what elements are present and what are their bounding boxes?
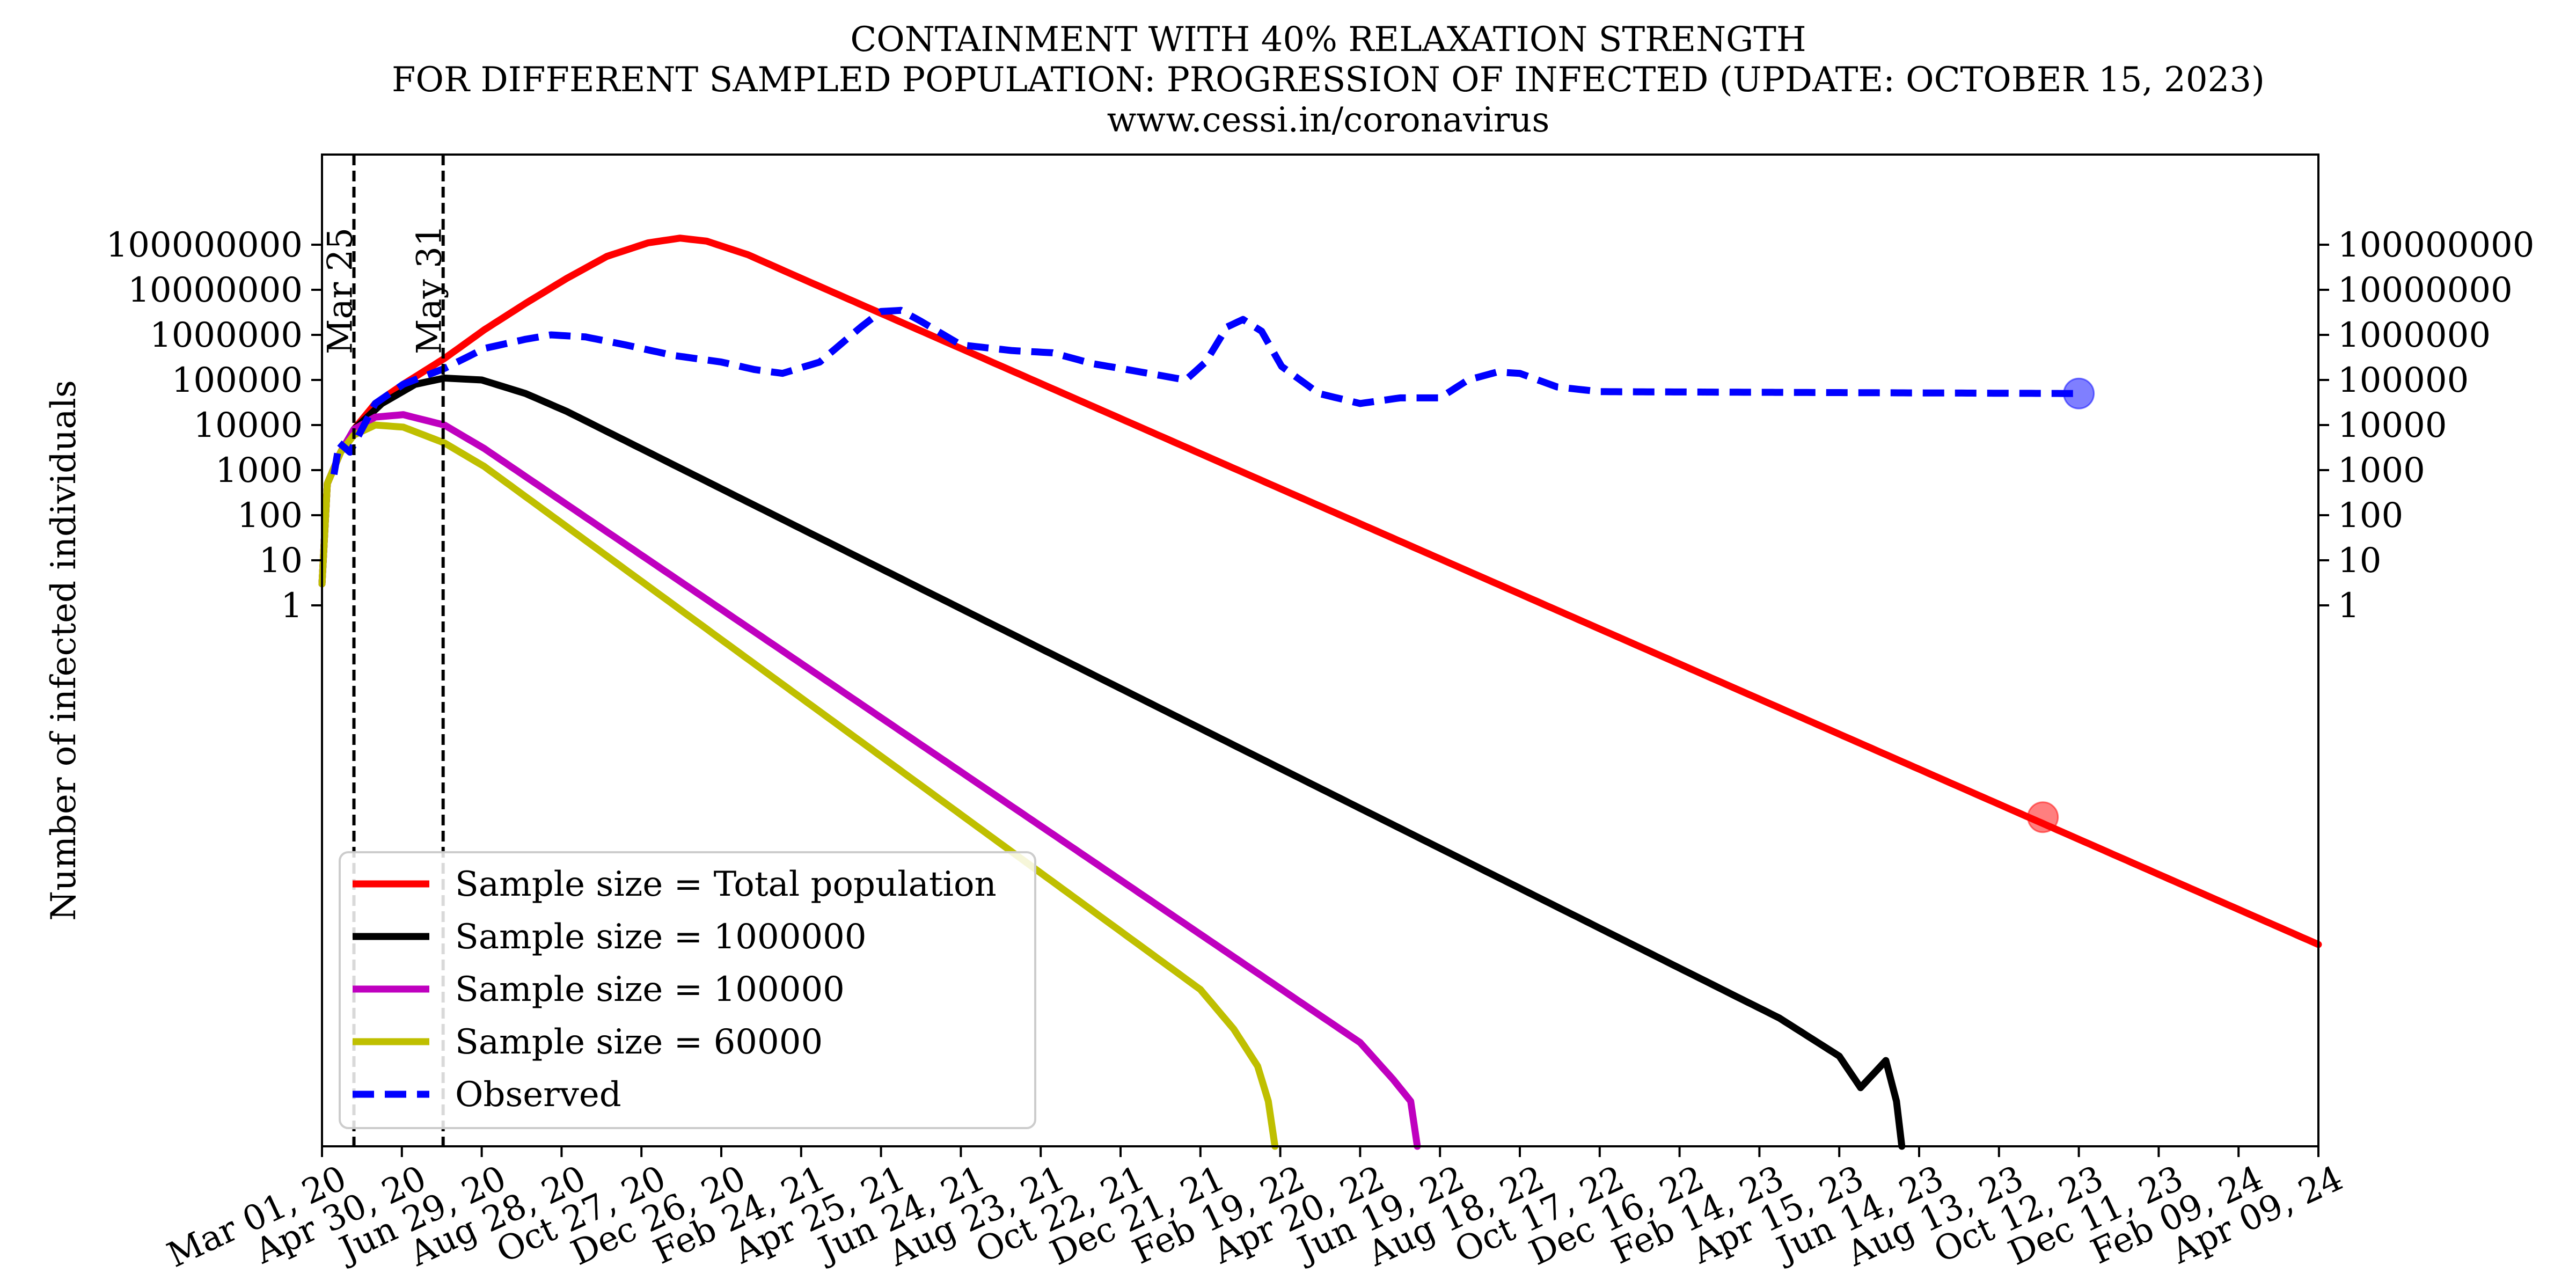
y-tick-label-left-4: 1000 xyxy=(215,451,303,491)
series-line-3 xyxy=(318,411,1421,1150)
marker-layer xyxy=(2027,377,2095,833)
y-axis-label: Number of infected individuals xyxy=(44,380,84,921)
y-tick-label-left-5: 10000 xyxy=(193,406,303,445)
chart-title: CONTAINMENT WITH 40% RELAXATION STRENGTH… xyxy=(392,20,2265,140)
series-line-1 xyxy=(318,235,2322,948)
y-tick-label-right-7: 1000000 xyxy=(2338,316,2491,355)
y-axis-left: 1 10 100 1000 10000 100000 1000000 10000000 1000… xyxy=(106,225,322,626)
y-tick-label-right-3: 100 xyxy=(2338,496,2403,536)
y-tick-label-right-2: 10 xyxy=(2338,541,2381,581)
series-line-2 xyxy=(318,375,1906,1150)
y-tick-label-right-9: 100000000 xyxy=(2338,225,2534,265)
legend-box xyxy=(339,851,1036,1129)
y-tick-label-right-1: 1 xyxy=(2338,586,2360,626)
legend-label-1: Sample size = Total population xyxy=(455,865,997,904)
legend-label-5: Observed xyxy=(455,1075,621,1115)
series-line-4 xyxy=(318,421,1279,1150)
y-tick-label-left-9: 100000000 xyxy=(106,225,303,265)
y-tick-label-left-3: 100 xyxy=(237,496,303,536)
legend-label-2: Sample size = 1000000 xyxy=(455,917,867,957)
y-tick-label-left-2: 10 xyxy=(259,541,303,581)
plot-frame xyxy=(321,153,2319,1147)
end-marker-1 xyxy=(2063,377,2095,409)
series-layer xyxy=(318,235,2322,1150)
vline-label-2: May 31 xyxy=(410,224,450,354)
legend-items: Sample size = Total population Sample siz… xyxy=(353,865,997,1115)
series-line-5 xyxy=(330,306,2079,475)
end-marker-2 xyxy=(2027,801,2059,833)
y-tick-label-right-6: 100000 xyxy=(2338,361,2469,400)
vline-label-1: Mar 25 xyxy=(321,228,361,354)
title-line-3: www.cessi.in/coronavirus xyxy=(1107,100,1550,140)
y-tick-label-left-7: 1000000 xyxy=(150,316,303,355)
title-line-1: CONTAINMENT WITH 40% RELAXATION STRENGTH xyxy=(850,20,1806,60)
legend-label-3: Sample size = 100000 xyxy=(455,970,845,1009)
y-tick-label-right-5: 10000 xyxy=(2338,406,2447,445)
legend: Sample size = Total population Sample siz… xyxy=(339,851,1036,1129)
y-axis-right: 1 10 100 1000 10000 100000 1000000 10000000 1000… xyxy=(2318,225,2534,626)
title-line-2: FOR DIFFERENT SAMPLED POPULATION: PROGRE… xyxy=(392,60,2265,100)
y-tick-label-left-6: 100000 xyxy=(172,361,303,400)
y-tick-label-left-1: 1 xyxy=(281,586,303,626)
y-tick-label-right-4: 1000 xyxy=(2338,451,2425,491)
y-tick-label-right-8: 10000000 xyxy=(2338,270,2513,310)
y-tick-label-left-8: 10000000 xyxy=(128,270,303,310)
legend-label-4: Sample size = 60000 xyxy=(455,1022,823,1062)
